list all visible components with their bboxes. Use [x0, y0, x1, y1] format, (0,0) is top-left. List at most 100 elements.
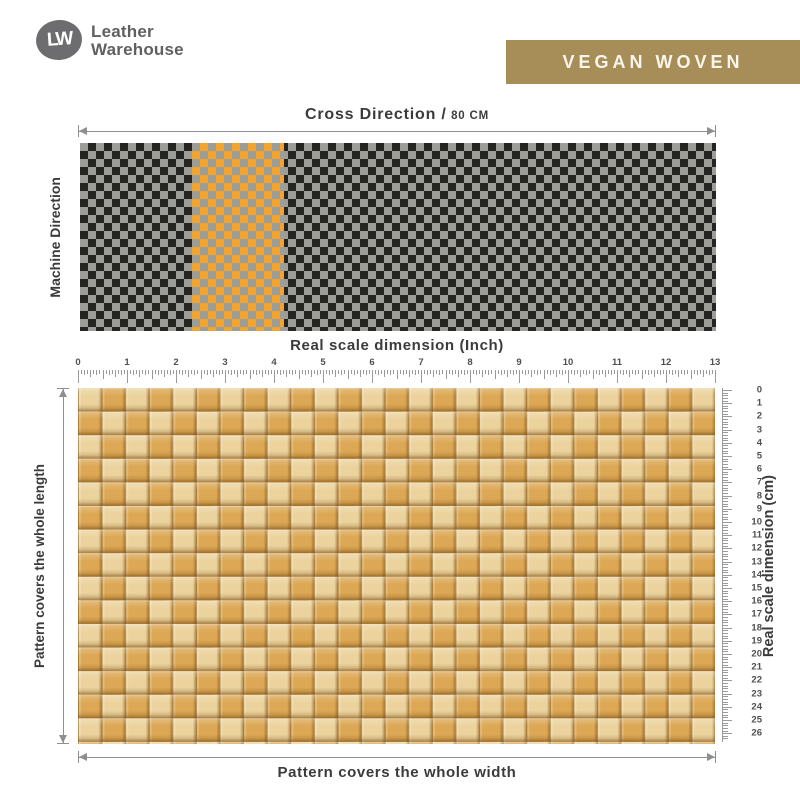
inch-ruler-tick [120, 370, 122, 375]
cm-ruler-number: 1 [756, 397, 762, 409]
inch-ruler-tick [157, 370, 159, 375]
inch-ruler-tick [641, 370, 643, 379]
inch-ruler-tick [316, 370, 318, 375]
inch-ruler-tick [234, 370, 236, 374]
inch-ruler-number: 10 [562, 357, 574, 368]
inch-ruler-tick [258, 370, 260, 374]
cm-ruler-tick [723, 646, 728, 648]
inch-ruler-tick [218, 370, 220, 375]
cm-ruler-number: 7 [756, 476, 762, 488]
inch-ruler-number: 8 [467, 357, 473, 368]
cm-ruler-tick [723, 487, 728, 489]
cross-direction-label: Cross Direction / [305, 106, 447, 123]
cm-ruler-number: 22 [751, 674, 762, 686]
inch-ruler-tick [84, 370, 86, 375]
cm-ruler-tick [723, 471, 728, 473]
inch-ruler-tick [675, 370, 677, 374]
inch-ruler-tick [191, 370, 193, 374]
inch-ruler-tick [512, 370, 514, 375]
cm-ruler-number: 19 [751, 635, 762, 647]
inch-ruler-tick [531, 370, 533, 377]
cm-ruler-tick [723, 516, 728, 518]
inch-ruler-tick [479, 370, 481, 374]
cm-ruler-tick [723, 683, 728, 685]
cm-ruler-tick [723, 656, 728, 658]
cm-ruler-tick [723, 477, 728, 479]
cm-ruler-tick [723, 690, 728, 692]
cm-ruler-tick [723, 403, 732, 405]
cm-ruler-tick [723, 440, 728, 442]
inch-ruler-tick [659, 370, 661, 375]
inch-ruler-number: 13 [709, 357, 721, 368]
cm-ruler-tick [723, 466, 728, 468]
inch-ruler-tick [473, 370, 475, 374]
inch-ruler-tick [332, 370, 334, 374]
cm-ruler-tick [723, 458, 728, 460]
inch-ruler-tick [620, 370, 622, 374]
inch-ruler-tick [368, 370, 370, 374]
cm-ruler-tick [723, 564, 728, 566]
cm-ruler-tick [723, 492, 728, 494]
cm-ruler-number: 0 [756, 384, 762, 396]
inch-ruler-tick [264, 370, 266, 374]
cm-ruler-tick [723, 617, 728, 619]
inch-ruler-tick [359, 370, 361, 377]
cm-ruler-tick [723, 556, 728, 558]
cm-ruler-tick [723, 524, 728, 526]
cm-ruler-tick [723, 735, 728, 737]
inch-ruler-tick [78, 370, 79, 383]
inch-ruler-tick [261, 370, 263, 377]
inch-ruler-tick [185, 370, 187, 374]
inch-ruler-tick [145, 370, 147, 375]
inch-ruler-tick [626, 370, 628, 374]
cm-ruler-number: 3 [756, 424, 762, 436]
cm-ruler-tick [723, 627, 732, 629]
cm-ruler-tick [723, 725, 728, 727]
brand-initials: LW [46, 28, 72, 51]
cm-ruler-tick [723, 667, 732, 669]
inch-ruler-tick [188, 370, 190, 377]
cm-ruler-tick [723, 661, 728, 663]
inch-ruler-tick [267, 370, 269, 375]
cm-ruler-tick [723, 543, 728, 545]
cm-ruler-tick [723, 456, 732, 457]
inch-ruler-tick [509, 370, 511, 374]
inch-ruler-tick [558, 370, 560, 374]
cm-ruler-tick [723, 561, 732, 563]
inch-ruler-tick [528, 370, 530, 374]
inch-ruler-tick [139, 370, 141, 377]
inch-ruler-tick [543, 370, 545, 379]
cm-ruler-number: 4 [756, 437, 762, 449]
inch-ruler-tick [212, 370, 214, 377]
cm-ruler-tick [723, 738, 728, 740]
cm-ruler-number: 5 [756, 450, 762, 462]
cm-ruler-tick [723, 659, 728, 661]
cm-ruler-tick [723, 709, 728, 711]
inch-ruler-number: 0 [75, 357, 81, 368]
inch-ruler-tick [243, 370, 245, 375]
cm-ruler-tick [723, 606, 728, 608]
inch-ruler-number: 7 [418, 357, 424, 368]
cm-ruler-tick [723, 598, 728, 600]
inch-ruler-number: 6 [369, 357, 375, 368]
cm-ruler-tick [723, 537, 728, 539]
inch-ruler-tick [433, 370, 435, 377]
inch-ruler-tick [335, 370, 337, 377]
cm-ruler-tick [723, 503, 728, 505]
inch-ruler-tick [672, 370, 674, 375]
inch-ruler-tick [506, 370, 508, 377]
inch-ruler-tick [200, 370, 202, 379]
inch-ruler-tick [194, 370, 196, 375]
cm-ruler-number: 13 [751, 556, 762, 568]
cm-ruler-tick [723, 614, 732, 616]
machine-direction-label: Machine Direction [47, 176, 63, 298]
cm-ruler-tick [723, 696, 728, 698]
cm-ruler-tick [723, 722, 728, 724]
inch-ruler-tick [408, 370, 410, 377]
inch-ruler-tick [470, 370, 471, 383]
inch-ruler-tick [460, 370, 462, 374]
cm-ruler-number: 15 [751, 582, 762, 594]
inch-ruler-tick [595, 370, 597, 374]
width-coverage-label: Pattern covers the whole width [277, 764, 517, 781]
cm-ruler-tick [723, 395, 728, 397]
